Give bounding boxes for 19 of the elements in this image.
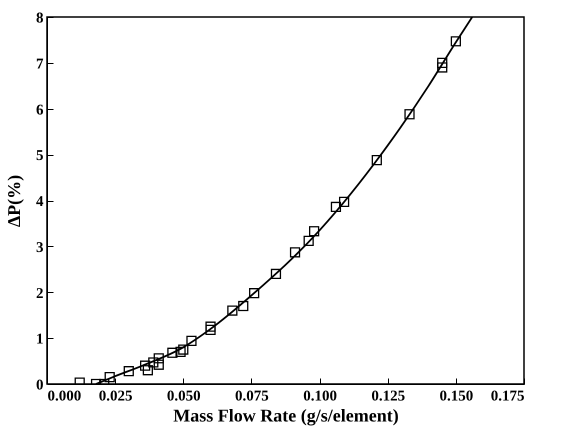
x-tick-label: 0.150 <box>439 388 474 404</box>
x-tick-label: 0.100 <box>303 388 337 404</box>
y-tick-label: 2 <box>36 286 44 302</box>
y-tick-label: 8 <box>36 10 44 26</box>
y-tick-label: 4 <box>36 194 44 210</box>
x-tick-label: 0.175 <box>490 388 524 404</box>
x-tick-label: 0.050 <box>166 388 201 404</box>
x-tick-label: 0.125 <box>371 388 406 404</box>
y-axis-title: ΔP(%) <box>4 174 24 228</box>
y-tick-label: 5 <box>36 148 44 164</box>
y-tick-label: 1 <box>36 332 44 348</box>
y-tick-label: 3 <box>36 240 44 256</box>
y-tick-label: 0 <box>36 378 44 394</box>
y-tick-label: 7 <box>36 56 44 72</box>
x-tick-label: 0.000 <box>48 388 82 404</box>
x-tick-label: 0.075 <box>235 388 269 404</box>
y-tick-label: 6 <box>36 102 44 118</box>
x-axis-title: Mass Flow Rate (g/s/element) <box>173 406 399 426</box>
x-tick-label: 0.025 <box>98 388 133 404</box>
